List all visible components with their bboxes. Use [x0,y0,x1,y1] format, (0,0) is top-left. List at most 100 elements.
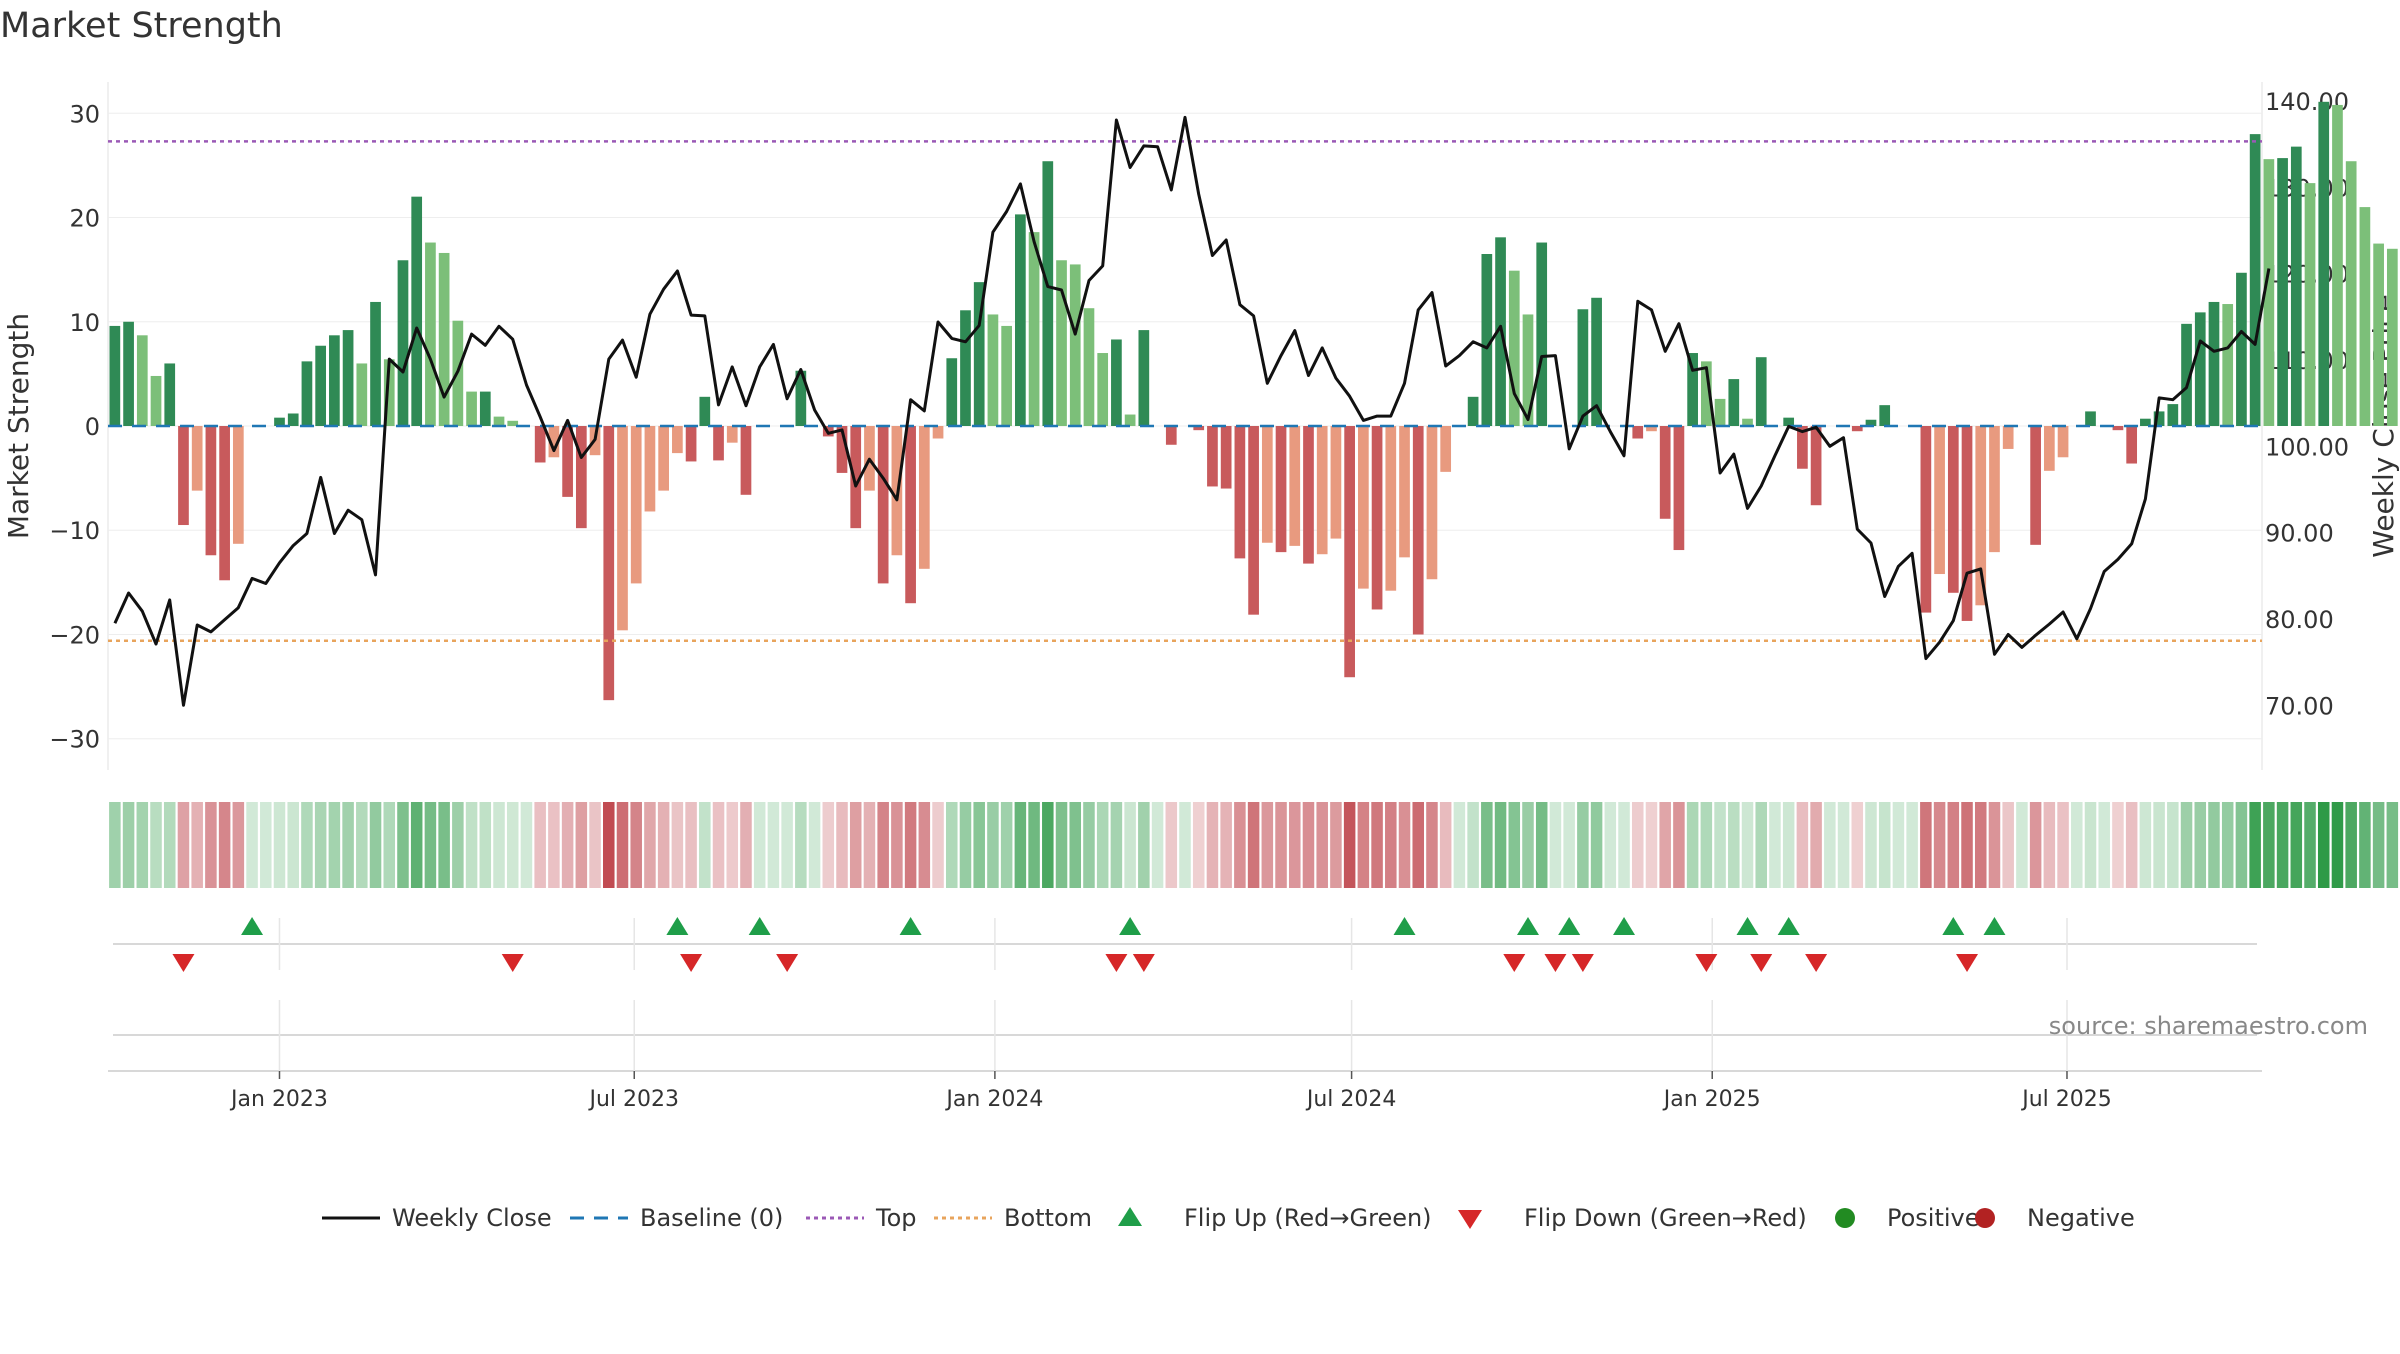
strength-bar [2318,101,2330,426]
heat-strip-cell [1563,802,1575,888]
heat-strip-cell [1851,802,1864,888]
heat-strip-cell [1522,802,1534,888]
legend-label: Baseline (0) [640,1204,783,1232]
heat-strip-cell [1124,802,1136,888]
heat-strip-cell [1247,802,1260,888]
heat-strip-cell [1371,802,1383,888]
x-tick-label: Jan 2025 [1662,1087,1761,1112]
heat-strip-cell [136,802,149,888]
strength-bar [1508,270,1520,426]
strength-bar [2386,248,2398,426]
strength-bar [2373,243,2384,426]
strength-bar [1358,426,1369,589]
heat-strip-cell [795,802,807,888]
flip-up-marker [1777,917,1800,935]
strength-bar [960,310,971,426]
heat-strip-cell [1686,802,1699,888]
strength-bar [2222,304,2234,426]
heat-strip-cell [205,802,217,888]
heat-strip-cell [1179,802,1191,888]
heat-strip-cell [1549,802,1562,888]
chart-title: Market Strength [0,6,283,46]
flip-down-marker [1956,954,1979,972]
strength-bar [548,426,560,458]
strength-bar [1879,405,1891,426]
strength-bar [438,252,450,426]
strength-bar [1961,426,1973,621]
heat-strip-cell [1343,802,1356,888]
strength-bar [1001,325,1012,426]
heat-strip-cell [616,802,629,888]
right-tick-label: 80.00 [2265,606,2334,634]
heat-strip-cell [2180,802,2193,888]
heat-strip-cell [273,802,286,888]
right-tick-label: 90.00 [2265,520,2334,548]
heat-strip-cell [232,802,245,888]
heat-strip-cell [671,802,684,888]
heat-strip-cell [699,802,711,888]
strength-bar [1755,357,1767,426]
heat-strip-cell [2208,802,2220,888]
heat-strip-cell [1206,802,1219,888]
heat-strip-cell [1577,802,1589,888]
strength-bar [1426,426,1438,580]
strength-bar [2085,411,2096,426]
heat-strip-cell [575,802,588,888]
strength-bar [466,391,477,426]
heat-strip-cell [808,802,821,888]
legend-label: Flip Up (Red→Green) [1184,1204,1432,1232]
strength-bar [1124,414,1136,426]
strength-bar [1851,426,1863,432]
heat-strip-cell [1673,802,1685,888]
heat-strip-cell [410,802,423,888]
strength-bar [2057,426,2069,458]
x-tick-label: Jul 2023 [587,1087,679,1112]
strength-bar [836,426,848,473]
strength-bar [603,426,615,701]
heat-strip-cell [918,802,931,888]
strength-bar [1577,309,1589,426]
heat-strip-cell [493,802,505,888]
flip-down-marker [1750,954,1773,972]
strength-bar [315,345,327,426]
legend-label: Top [875,1204,917,1232]
heat-strip-cell [2071,802,2083,888]
strength-bar [699,396,711,426]
flip-down-marker [1695,954,1718,972]
strength-bar [1316,426,1328,555]
heat-strip-cell [122,802,135,888]
strength-bar [1261,426,1273,543]
heat-strip-cell [2098,802,2110,888]
flip-down-marker [1105,954,1128,972]
strength-bar [1673,426,1685,551]
heat-strip-cell [1494,802,1507,888]
strength-bar [1028,232,1040,426]
heat-strip-cell [877,802,889,888]
flip-down-marker [1805,954,1828,972]
flip-down-marker [1544,954,1567,972]
flip-down-marker [1132,954,1155,972]
heat-strip-cell [383,802,396,888]
heat-strip-cell [2386,802,2399,888]
strength-bar [1015,214,1026,426]
flip-down-marker [776,954,799,972]
heat-strip-cell [726,802,739,888]
strength-bar [2249,134,2261,426]
strength-bar [1275,426,1287,553]
heat-strip-cell [452,802,464,888]
legend-circle-swatch [1835,1208,1855,1228]
heat-strip-cell [1234,802,1246,888]
strength-bar [905,426,916,604]
strength-bar [2112,426,2124,431]
strength-bar [630,426,642,584]
strength-bar [2167,404,2179,426]
heat-strip-cell [218,802,231,888]
heat-strip-cell [2290,802,2303,888]
flip-up-marker [666,917,689,935]
heat-strip-cell [1535,802,1548,888]
heat-strip-cell [1069,802,1082,888]
strength-bar [411,196,423,426]
heat-strip-cell [1014,802,1027,888]
strength-bar [562,426,573,497]
